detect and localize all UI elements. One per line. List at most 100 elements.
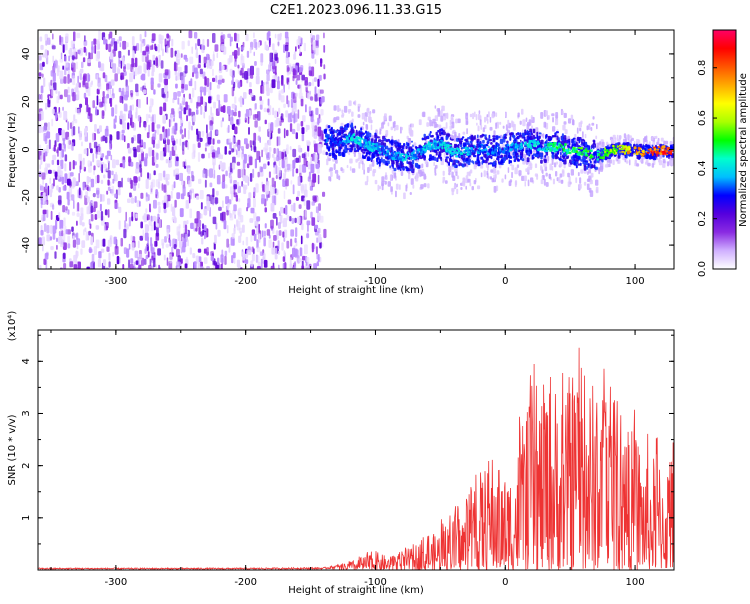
heatmap-noise-cell [280, 113, 284, 121]
heatmap-noise-cell [234, 32, 237, 42]
heatmap-noise-cell [284, 156, 288, 167]
heatmap-noise-cell [124, 122, 127, 130]
heatmap-peak-cell [662, 152, 665, 156]
heatmap-noise-cell [106, 190, 109, 195]
heatmap-halo-cell [595, 179, 599, 186]
heatmap-noise-cell [273, 161, 277, 166]
heatmap-noise-cell [199, 190, 204, 200]
heatmap-noise-cell [140, 86, 143, 91]
heatmap-noise-cell [184, 84, 188, 91]
heatmap-noise-cell [77, 261, 81, 269]
heatmap-noise-cell [77, 49, 81, 54]
heatmap-noise-cell [323, 32, 325, 39]
heatmap-noise-cell [196, 211, 200, 220]
heatmap-signal-cell [532, 134, 535, 140]
heatmap-noise-cell [51, 45, 56, 50]
heatmap-halo-cell [465, 118, 469, 126]
heatmap-noise-cell [240, 168, 244, 177]
heatmap-noise-cell [234, 96, 237, 104]
heatmap-noise-cell [164, 143, 167, 154]
heatmap-peak-cell [643, 153, 646, 156]
heatmap-noise-cell [286, 129, 289, 137]
heatmap-noise-cell [90, 236, 93, 246]
heatmap-halo-cell [551, 158, 554, 165]
heatmap-noise-cell [67, 209, 70, 215]
heatmap-halo-cell [534, 173, 538, 177]
heatmap-noise-cell [240, 53, 243, 61]
heatmap-halo-cell [461, 181, 466, 186]
heatmap-noise-cell [249, 173, 253, 182]
heatmap-halo-cell [456, 183, 458, 188]
heatmap-noise-cell [127, 147, 132, 154]
heatmap-noise-cell [242, 224, 245, 233]
heatmap-signal-cell [575, 161, 578, 165]
heatmap-noise-cell [91, 253, 95, 264]
heatmap-peak-cell [621, 151, 625, 153]
heatmap-halo-cell [555, 171, 558, 177]
heatmap-noise-cell [214, 197, 219, 204]
heatmap-noise-cell [241, 46, 245, 51]
heatmap-noise-cell [200, 202, 203, 210]
heatmap-noise-cell [269, 52, 273, 63]
heatmap-noise-cell [139, 159, 142, 168]
heatmap-noise-cell [229, 162, 233, 173]
heatmap-noise-cell [150, 247, 155, 254]
heatmap-noise-cell [124, 220, 126, 228]
heatmap-noise-cell [173, 145, 177, 151]
heatmap-noise-cell [281, 160, 285, 169]
heatmap-signal-cell [540, 159, 543, 164]
heatmap-signal-cell [526, 157, 530, 163]
heatmap-noise-cell [238, 81, 241, 89]
heatmap-halo-cell [379, 185, 381, 190]
heatmap-noise-cell [73, 200, 75, 209]
heatmap-noise-cell [308, 106, 312, 115]
heatmap-halo-cell [432, 118, 436, 124]
heatmap-noise-cell [263, 237, 266, 247]
heatmap-halo-cell [612, 159, 615, 165]
heatmap-noise-cell [186, 256, 188, 265]
heatmap-noise-cell [314, 125, 317, 132]
heatmap-noise-cell [151, 33, 156, 41]
heatmap-halo-cell [341, 109, 344, 114]
heatmap-noise-cell [266, 69, 270, 75]
heatmap-noise-cell [101, 164, 103, 174]
heatmap-noise-cell [312, 152, 316, 162]
heatmap-signal-cell [466, 142, 470, 145]
heatmap-halo-cell [388, 115, 392, 122]
heatmap-halo-cell [563, 112, 567, 118]
heatmap-peak-cell [598, 154, 600, 157]
heatmap-noise-cell [78, 130, 82, 141]
heatmap-signal-cell [540, 141, 542, 145]
heatmap-noise-cell [157, 248, 161, 256]
heatmap-halo-cell [340, 167, 343, 172]
heatmap-noise-cell [41, 172, 46, 180]
heatmap-noise-cell [221, 65, 225, 70]
heatmap-peak-cell [440, 139, 443, 142]
heatmap-halo-cell [427, 116, 431, 121]
heatmap-noise-cell [102, 111, 105, 117]
heatmap-noise-cell [297, 176, 301, 186]
heatmap-noise-cell [40, 85, 44, 94]
heatmap-noise-cell [227, 124, 230, 133]
heatmap-halo-cell [545, 110, 548, 117]
heatmap-noise-cell [64, 61, 69, 68]
heatmap-signal-cell [576, 136, 580, 142]
heatmap-noise-cell [200, 89, 202, 97]
heatmap-noise-cell [179, 138, 182, 146]
heatmap-noise-cell [87, 160, 91, 167]
heatmap-noise-cell [229, 186, 234, 195]
heatmap-halo-cell [548, 173, 551, 179]
heatmap-noise-cell [105, 43, 108, 51]
heatmap-signal-cell [609, 146, 612, 149]
heatmap-noise-cell [198, 54, 201, 65]
heatmap-noise-cell [104, 209, 108, 216]
heatmap-noise-cell [231, 86, 235, 97]
heatmap-noise-cell [138, 264, 142, 269]
heatmap-noise-cell [64, 65, 67, 76]
heatmap-noise-cell [85, 82, 89, 89]
heatmap-noise-cell [314, 224, 319, 229]
heatmap-noise-cell [180, 258, 183, 264]
heatmap-noise-cell [44, 49, 48, 59]
heatmap-noise-cell [120, 60, 123, 69]
heatmap-halo-cell [483, 170, 486, 177]
